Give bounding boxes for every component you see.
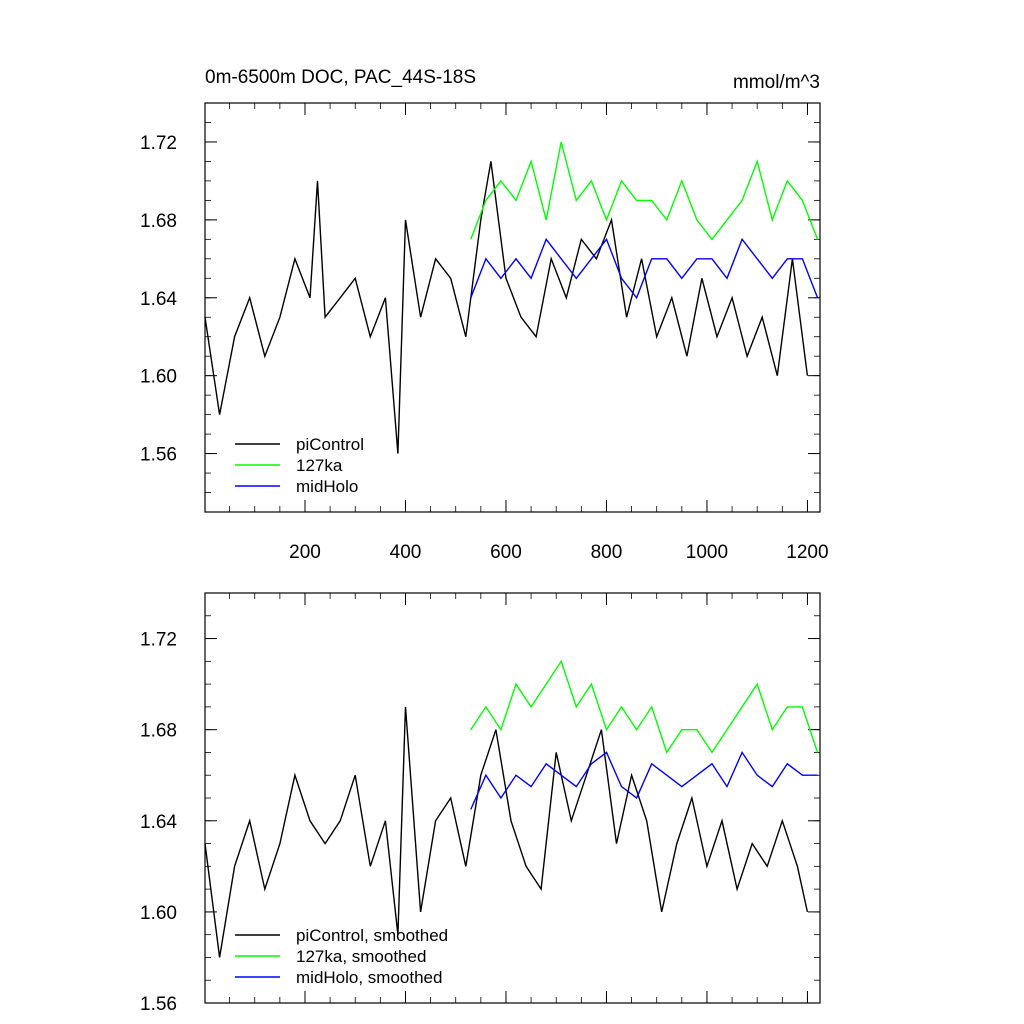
axis-ticks: 1.56 1.60 1.64 1.68 1.72 [140, 592, 820, 1015]
legend-label: 127ka [296, 456, 343, 475]
series-line-0 [204, 161, 809, 454]
axis-ticks: 1.56 1.60 1.64 1.68 1.72 200 400 600 800 1000 1200 [140, 102, 829, 563]
series-line-1 [470, 659, 819, 754]
x-tick-label: 800 [591, 542, 623, 563]
y-tick-label: 1.56 [140, 994, 177, 1015]
legend-label: piControl, smoothed [296, 926, 448, 945]
chart-title: 0m-6500m DOC, PAC_44S-18S [205, 67, 476, 88]
series-line-0 [204, 706, 809, 958]
y-tick-label: 1.60 [140, 367, 177, 388]
legend-label: piControl [296, 435, 364, 454]
series-line-1 [470, 141, 819, 241]
x-tick-label: 1000 [686, 542, 728, 563]
series-line-2 [470, 237, 819, 300]
y-tick-label: 1.64 [140, 289, 177, 310]
y-tick-label: 1.68 [140, 721, 177, 742]
x-tick-label: 400 [390, 542, 422, 563]
legend-label: 127ka, smoothed [296, 947, 426, 966]
legend: piControl, smoothed 127ka, smoothed midHol… [235, 926, 448, 987]
y-tick-label: 1.72 [140, 133, 177, 154]
plot-frame [204, 102, 821, 513]
legend-label: midHolo [296, 477, 358, 496]
series-line-2 [470, 750, 818, 810]
series-lines [204, 659, 819, 958]
y-tick-label: 1.68 [140, 211, 177, 232]
x-tick-label: 200 [289, 542, 321, 563]
top-chart-panel: 0m-6500m DOC, PAC_44S-18S mmol/m^3 1.561… [140, 67, 829, 563]
units-label: mmol/m^3 [733, 72, 820, 93]
legend-label: midHolo, smoothed [296, 968, 442, 987]
x-tick-label: 600 [490, 542, 522, 563]
y-tick-label: 1.72 [140, 630, 177, 651]
x-tick-label: 1200 [786, 542, 828, 563]
series-lines [204, 141, 819, 454]
bottom-chart-panel: 1.56 1.60 1.64 1.68 1.72 piControl, smoothed… [140, 592, 821, 1015]
legend: piControl 127ka midHolo [235, 435, 364, 496]
y-tick-label: 1.56 [140, 445, 177, 466]
y-tick-label: 1.60 [140, 903, 177, 924]
y-tick-label: 1.64 [140, 812, 177, 833]
